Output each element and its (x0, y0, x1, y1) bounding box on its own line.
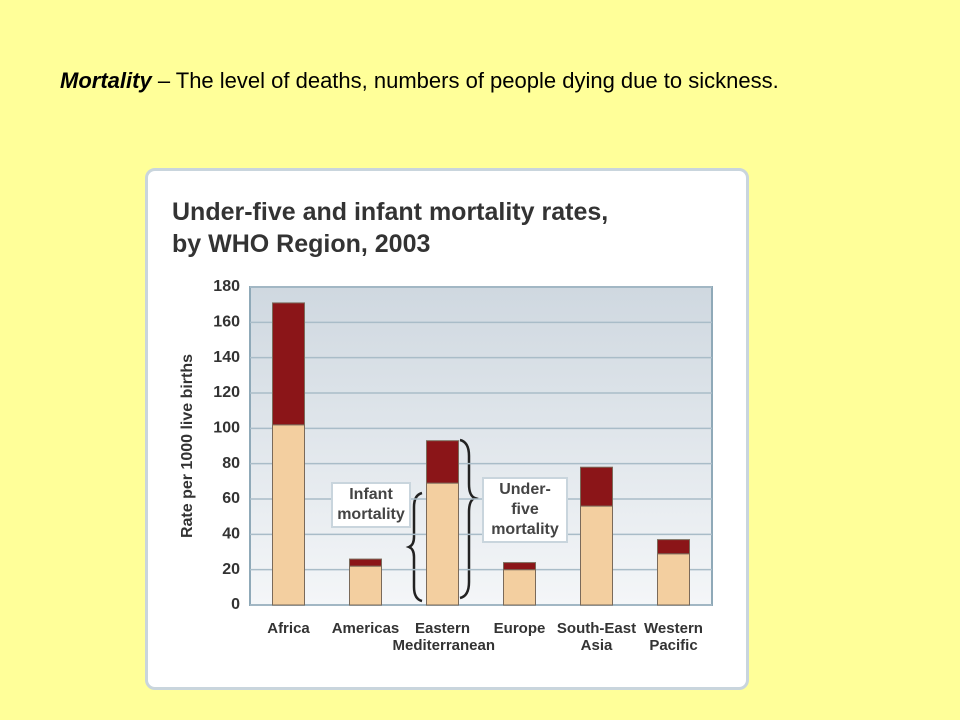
bar-segment (580, 505, 613, 606)
bar-segment (272, 424, 305, 606)
bar-segment (503, 569, 536, 606)
plot-area (249, 286, 713, 606)
bar-segment (657, 539, 690, 555)
y-tick-label: 120 (213, 384, 240, 401)
bar-segment (580, 466, 613, 507)
x-tick-label: South-East Asia (556, 620, 637, 654)
brace (459, 438, 479, 600)
x-tick-label: Eastern Mediterranean (392, 620, 496, 654)
x-tick-label: Western Pacific (644, 620, 703, 654)
term: Mortality (60, 68, 152, 93)
y-tick-label: 100 (213, 420, 240, 437)
y-tick-label: 20 (222, 561, 240, 578)
bar-segment (272, 302, 305, 426)
brace (405, 491, 423, 603)
y-tick-label: 60 (222, 490, 240, 507)
definition: – The level of deaths, numbers of people… (157, 68, 779, 93)
x-tick-label: Africa (267, 620, 310, 637)
annotation: Infant mortality (331, 482, 411, 528)
annotation: Under-five mortality (482, 477, 568, 543)
bar-segment (657, 553, 690, 606)
x-tick-label: Americas (331, 620, 400, 637)
bar-segment (426, 482, 459, 606)
chart-title: Under-five and infant mortality rates, b… (172, 198, 609, 258)
y-tick-label: 80 (222, 455, 240, 472)
y-tick-label: 160 (213, 314, 240, 331)
y-tick-label: 0 (231, 596, 240, 613)
slide-text: Mortality – The level of deaths, numbers… (60, 64, 880, 97)
y-tick-label: 40 (222, 526, 240, 543)
bar-segment (349, 558, 382, 567)
y-tick-label: 140 (213, 349, 240, 366)
y-tick-label: 180 (213, 278, 240, 295)
bar-segment (503, 562, 536, 571)
bar-segment (426, 440, 459, 484)
y-axis-label: Rate per 1000 live births (179, 354, 196, 538)
bar-segment (349, 565, 382, 606)
x-tick-label: Europe (493, 620, 546, 637)
